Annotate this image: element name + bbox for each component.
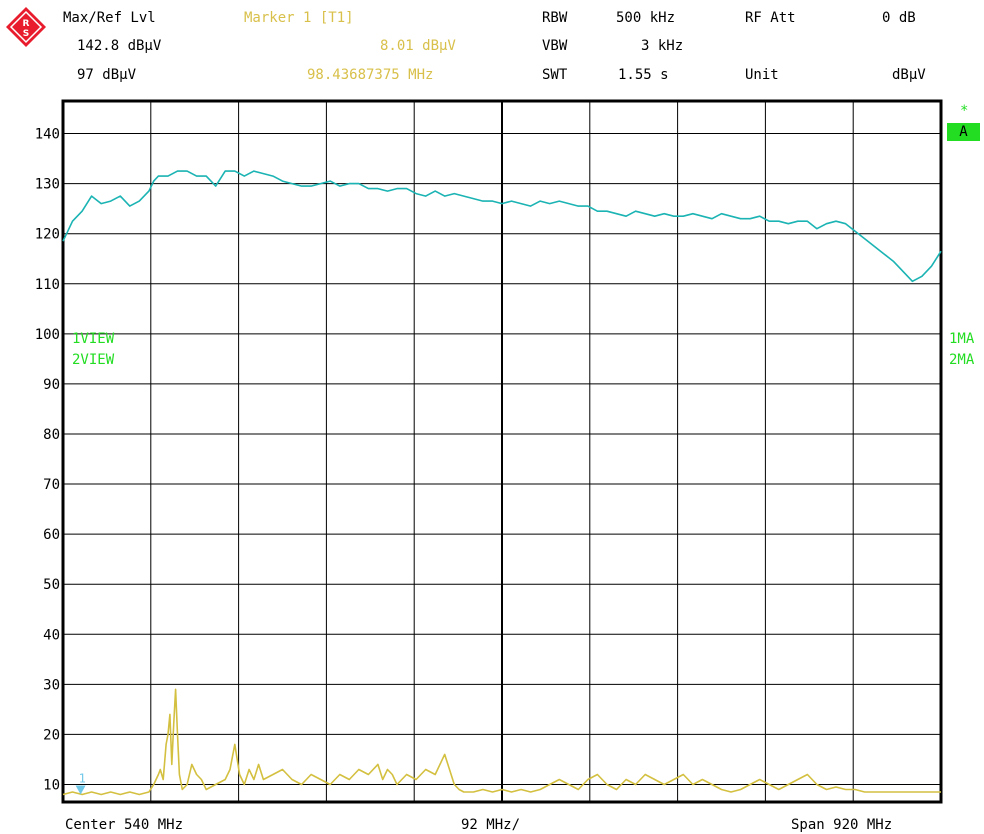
y-tick-label: 70 (43, 477, 60, 493)
center-frequency: Center 540 MHz (65, 817, 184, 833)
swt-label: SWT (542, 67, 568, 83)
vbw-value: 3 kHz (641, 38, 684, 54)
y-tick-label: 90 (43, 377, 60, 393)
marker-level: 8.01 dBμV (380, 38, 456, 54)
star-indicator: * (960, 103, 969, 119)
y-tick-label: 100 (35, 327, 60, 343)
trace-a-badge[interactable]: A (947, 123, 980, 141)
trace1-detector-label: 1MA (949, 331, 975, 347)
rbw-label: RBW (542, 10, 568, 26)
y-tick-label: 40 (43, 627, 60, 643)
svg-text:S: S (23, 29, 29, 39)
trace2-detector-label: 2MA (949, 352, 975, 368)
frequency-per-division: 92 MHz/ (461, 817, 521, 833)
swt-value: 1.55 s (618, 67, 669, 83)
marker-frequency: 98.43687375 MHz (307, 67, 434, 83)
y-tick-label: 130 (35, 177, 60, 193)
rohde-schwarz-logo: R S (6, 7, 46, 47)
y-tick-label: 60 (43, 527, 60, 543)
y-tick-label: 50 (43, 577, 60, 593)
rf-att-label: RF Att (745, 10, 796, 26)
ref-level-label: Max/Ref Lvl (63, 10, 156, 26)
ref-level-value: 142.8 dBμV (77, 38, 162, 54)
marker-1-triangle (75, 785, 86, 795)
rbw-value: 500 kHz (616, 10, 676, 26)
trace2-mode-label: 2VIEW (72, 352, 115, 368)
span-frequency: Span 920 MHz (791, 817, 893, 833)
trace-1-line (62, 170, 942, 283)
y-tick-label: 30 (43, 677, 60, 693)
unit-label: Unit (745, 67, 779, 83)
unit-value: dBμV (892, 67, 926, 83)
svg-text:R: R (23, 19, 30, 29)
ref-level-secondary: 97 dBμV (77, 67, 137, 83)
trace1-mode-label: 1VIEW (72, 331, 115, 347)
y-tick-label: 120 (35, 227, 60, 243)
vbw-label: VBW (542, 38, 568, 54)
y-tick-label: 20 (43, 727, 60, 743)
trace-2-line (62, 688, 941, 796)
rf-att-value: 0 dB (882, 10, 916, 26)
plot-frame (61, 99, 943, 804)
y-tick-label: 80 (43, 427, 60, 443)
y-tick-label: 110 (35, 277, 60, 293)
y-tick-label: 10 (43, 777, 60, 793)
marker-label: Marker 1 [T1] (244, 10, 354, 26)
y-tick-label: 140 (35, 127, 60, 143)
marker-1-number: 1 (79, 771, 86, 785)
